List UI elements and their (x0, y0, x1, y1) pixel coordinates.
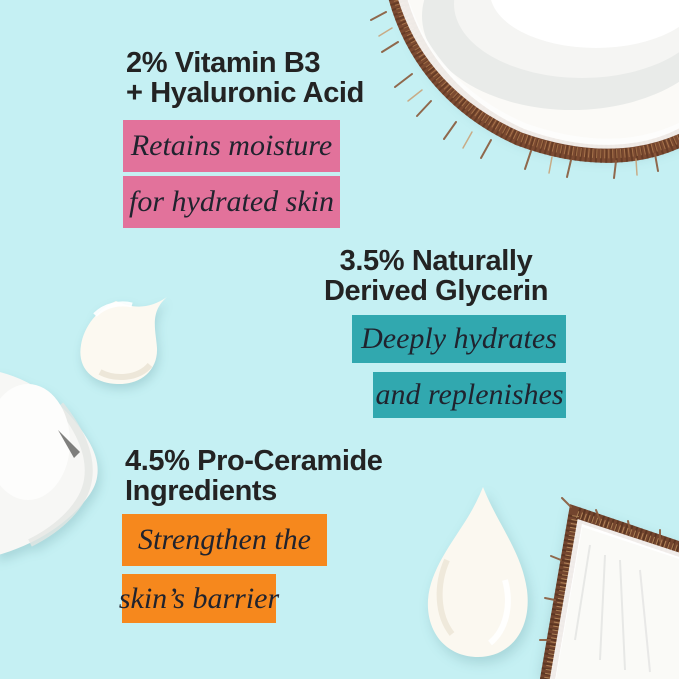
ingredient-heading: 4.5% Pro-Ceramide Ingredients (125, 446, 383, 506)
ingredient-heading: 2% Vitamin B3 + Hyaluronic Acid (126, 48, 364, 108)
benefit-highlight-bar: Strengthen the (122, 514, 327, 566)
benefit-highlight-bar: Deeply hydrates (352, 315, 566, 363)
benefit-text-line1: Deeply hydrates (361, 322, 557, 355)
cream-swatch-image (80, 297, 167, 385)
ingredient-block-glycerin: 3.5% Naturally Derived Glycerin Deeply h… (306, 246, 566, 418)
coconut-wedge-bottom-right-flesh-detail (574, 544, 651, 673)
benefit-highlight-bar: and replenishes (373, 372, 566, 418)
ingredient-heading-line1: 4.5% Pro-Ceramide (125, 445, 383, 477)
benefit-text-line2: for hydrated skin (129, 185, 334, 218)
benefit-text-line2: and replenishes (375, 378, 564, 411)
benefit-highlight-bar: skin’s barrier (118, 574, 280, 623)
benefit-text-line2: skin’s barrier (118, 581, 280, 615)
ingredient-heading-line2: Ingredients (125, 475, 277, 507)
ingredient-block-ceramide: 4.5% Pro-Ceramide Ingredients Strengthen… (118, 446, 383, 623)
coconut-wedge-bottom-right-husk (539, 497, 679, 679)
benefit-text-line1: Strengthen the (137, 523, 311, 556)
ingredient-heading-line2: + Hyaluronic Acid (126, 77, 364, 109)
cream-drop-image (427, 487, 528, 657)
benefit-text-line1: Retains moisture (130, 129, 333, 162)
ingredient-heading: 3.5% Naturally Derived Glycerin (306, 246, 566, 306)
ingredient-heading-line1: 3.5% Naturally (339, 245, 533, 277)
ingredient-block-vitamin-b3: 2% Vitamin B3 + Hyaluronic Acid Retains … (123, 48, 364, 228)
coconut-half-top-right-husk (370, 0, 679, 179)
coconut-piece-left-image (0, 372, 98, 555)
benefit-highlight-bar: for hydrated skin (123, 176, 340, 228)
ingredient-heading-line2: Derived Glycerin (323, 275, 549, 307)
benefit-highlight-bar: Retains moisture (123, 120, 340, 172)
ingredient-heading-line1: 2% Vitamin B3 (126, 47, 321, 79)
coconut-half-top-right-cavity (422, 0, 679, 110)
